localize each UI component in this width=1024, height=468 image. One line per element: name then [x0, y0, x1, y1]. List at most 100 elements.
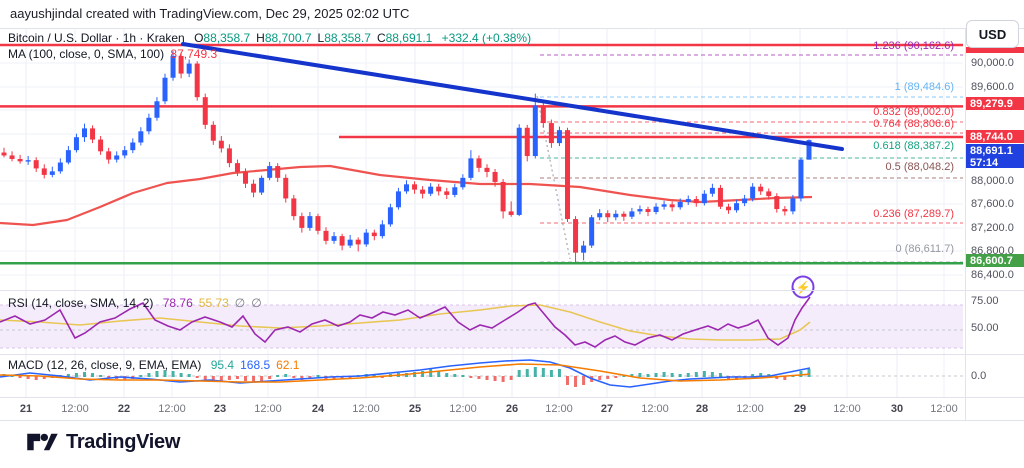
macd-hist-bar — [630, 374, 634, 377]
candle-body — [750, 186, 756, 199]
candle-body — [234, 163, 240, 172]
macd-hist-bar — [292, 376, 296, 378]
candle-body — [734, 203, 740, 211]
candle-body — [114, 155, 120, 160]
ma100-line — [0, 164, 813, 227]
candle-body — [806, 140, 812, 160]
candle-body — [629, 211, 635, 217]
macd-values: 95.4 168.5 62.1 — [205, 358, 300, 372]
candle-body — [404, 184, 409, 192]
time-axis-label: 12:00 — [545, 403, 573, 415]
rsi-legend[interactable]: RSI (14, close, SMA, 14, 2) 78.76 55.73 ∅ ∅ — [8, 296, 262, 310]
candle-body — [589, 217, 595, 246]
macd-hist-bar — [26, 376, 30, 379]
price-axis-label: 75.00 — [971, 295, 999, 307]
macd-hist-bar — [493, 376, 497, 381]
candle-body — [98, 139, 104, 152]
divider-bottom — [0, 420, 1024, 421]
candle-body — [782, 209, 788, 212]
candle-body — [540, 105, 546, 124]
macd-hist-bar — [195, 376, 199, 378]
time-axis-label: 12:00 — [254, 403, 282, 415]
price-axis-label: 90,000.0 — [971, 57, 1014, 69]
divider-macd[interactable] — [0, 354, 1024, 355]
change-value: +332.4 (+0.38%) — [441, 31, 532, 45]
lightning-bolt-icon: ⚡ — [796, 281, 811, 295]
macd-hist-bar — [686, 373, 690, 377]
candle-body — [444, 191, 450, 195]
candle-body — [613, 213, 619, 218]
candle-body — [621, 213, 627, 217]
macd-hist-bar — [718, 373, 722, 377]
ma-legend[interactable]: MA (100, close, 0, SMA, 100) 87,749.3 — [8, 47, 217, 61]
macd-hist-bar — [244, 376, 247, 381]
divider-rsi[interactable] — [0, 290, 1024, 291]
macd-hist-bar — [316, 375, 320, 377]
macd-hist-bar — [678, 374, 682, 377]
currency-toggle-button[interactable]: USD — [966, 20, 1019, 48]
macd-hist-bar — [445, 373, 449, 377]
candle-body — [283, 177, 289, 199]
candle-body — [798, 159, 804, 199]
candle-body — [1, 152, 7, 156]
price-tag: 88,744.0 — [966, 130, 1024, 143]
price-axis-label: 88,000.0 — [971, 175, 1014, 187]
macd-hist-bar — [598, 376, 602, 380]
macd-hist-bar — [437, 371, 441, 377]
macd-hist-bar — [614, 376, 618, 378]
candle-body — [363, 232, 369, 245]
indicator-value: 78.76 — [162, 296, 193, 310]
lightning-circle-icon — [791, 275, 815, 299]
ohlc-values: O88,358.7 H88,700.7 L88,358.7 C88,691.1 — [188, 31, 432, 45]
time-axis-label: 23 — [213, 403, 227, 415]
ohlc-key: H — [256, 31, 265, 45]
macd-hist-bar — [694, 372, 698, 377]
price-axis-label: 87,200.0 — [971, 222, 1014, 234]
symbol-legend[interactable]: Bitcoin / U.S. Dollar · 1h · Kraken O88,… — [8, 31, 531, 45]
ma-label: MA (100, close, 0, SMA, 100) — [8, 47, 165, 61]
macd-hist-bar — [91, 373, 95, 377]
candle-body — [347, 239, 353, 246]
candle-body — [500, 181, 506, 212]
macd-legend[interactable]: MACD (12, 26, close, 9, EMA, EMA) 95.4 16… — [8, 358, 299, 372]
macd-hist-bar — [622, 375, 626, 377]
candle-body — [178, 55, 184, 74]
tradingview-logo[interactable]: TradingView — [26, 430, 180, 454]
time-axis-label: 29 — [793, 403, 807, 415]
macd-hist-bar — [557, 369, 561, 377]
macd-hist-bar — [372, 375, 376, 377]
candle-body — [492, 171, 498, 182]
indicator-value: 168.5 — [240, 358, 271, 372]
descending-trendline — [181, 42, 844, 151]
macd-hist-bar — [203, 376, 207, 380]
ohlc-value: 88,691.1 — [385, 31, 433, 45]
ohlc-value: 88,700.7 — [264, 31, 312, 45]
candle-body — [685, 199, 691, 202]
candle-body — [452, 187, 458, 195]
price-tag — [966, 47, 1024, 53]
candle-body — [661, 204, 667, 207]
macd-hist-bar — [525, 369, 529, 377]
price-axis-border — [965, 28, 966, 420]
ma-value: 87,749.3 — [170, 47, 218, 61]
price-axis-label: 0.0 — [971, 370, 987, 382]
time-axis-label: 22 — [117, 403, 131, 415]
candle-body — [701, 193, 707, 204]
candle-body — [709, 187, 715, 194]
macd-hist-bar — [421, 371, 425, 377]
tradingview-logo-text: TradingView — [66, 430, 181, 453]
macd-hist-bar — [308, 376, 312, 379]
lightning-sticker[interactable]: ⚡✦ — [790, 275, 815, 299]
candle-body — [243, 171, 248, 184]
macd-hist-bar — [646, 374, 650, 377]
candle-body — [25, 160, 31, 162]
candle-body — [484, 167, 490, 172]
macd-hist-bar — [533, 367, 537, 377]
fib-level-label: 0.618 (88,387.2) — [873, 140, 954, 152]
candle-body — [573, 219, 579, 253]
candle-body — [774, 196, 780, 210]
macd-hist-bar — [751, 374, 755, 377]
candle-body — [790, 198, 796, 212]
macd-hist-bar — [34, 376, 38, 380]
